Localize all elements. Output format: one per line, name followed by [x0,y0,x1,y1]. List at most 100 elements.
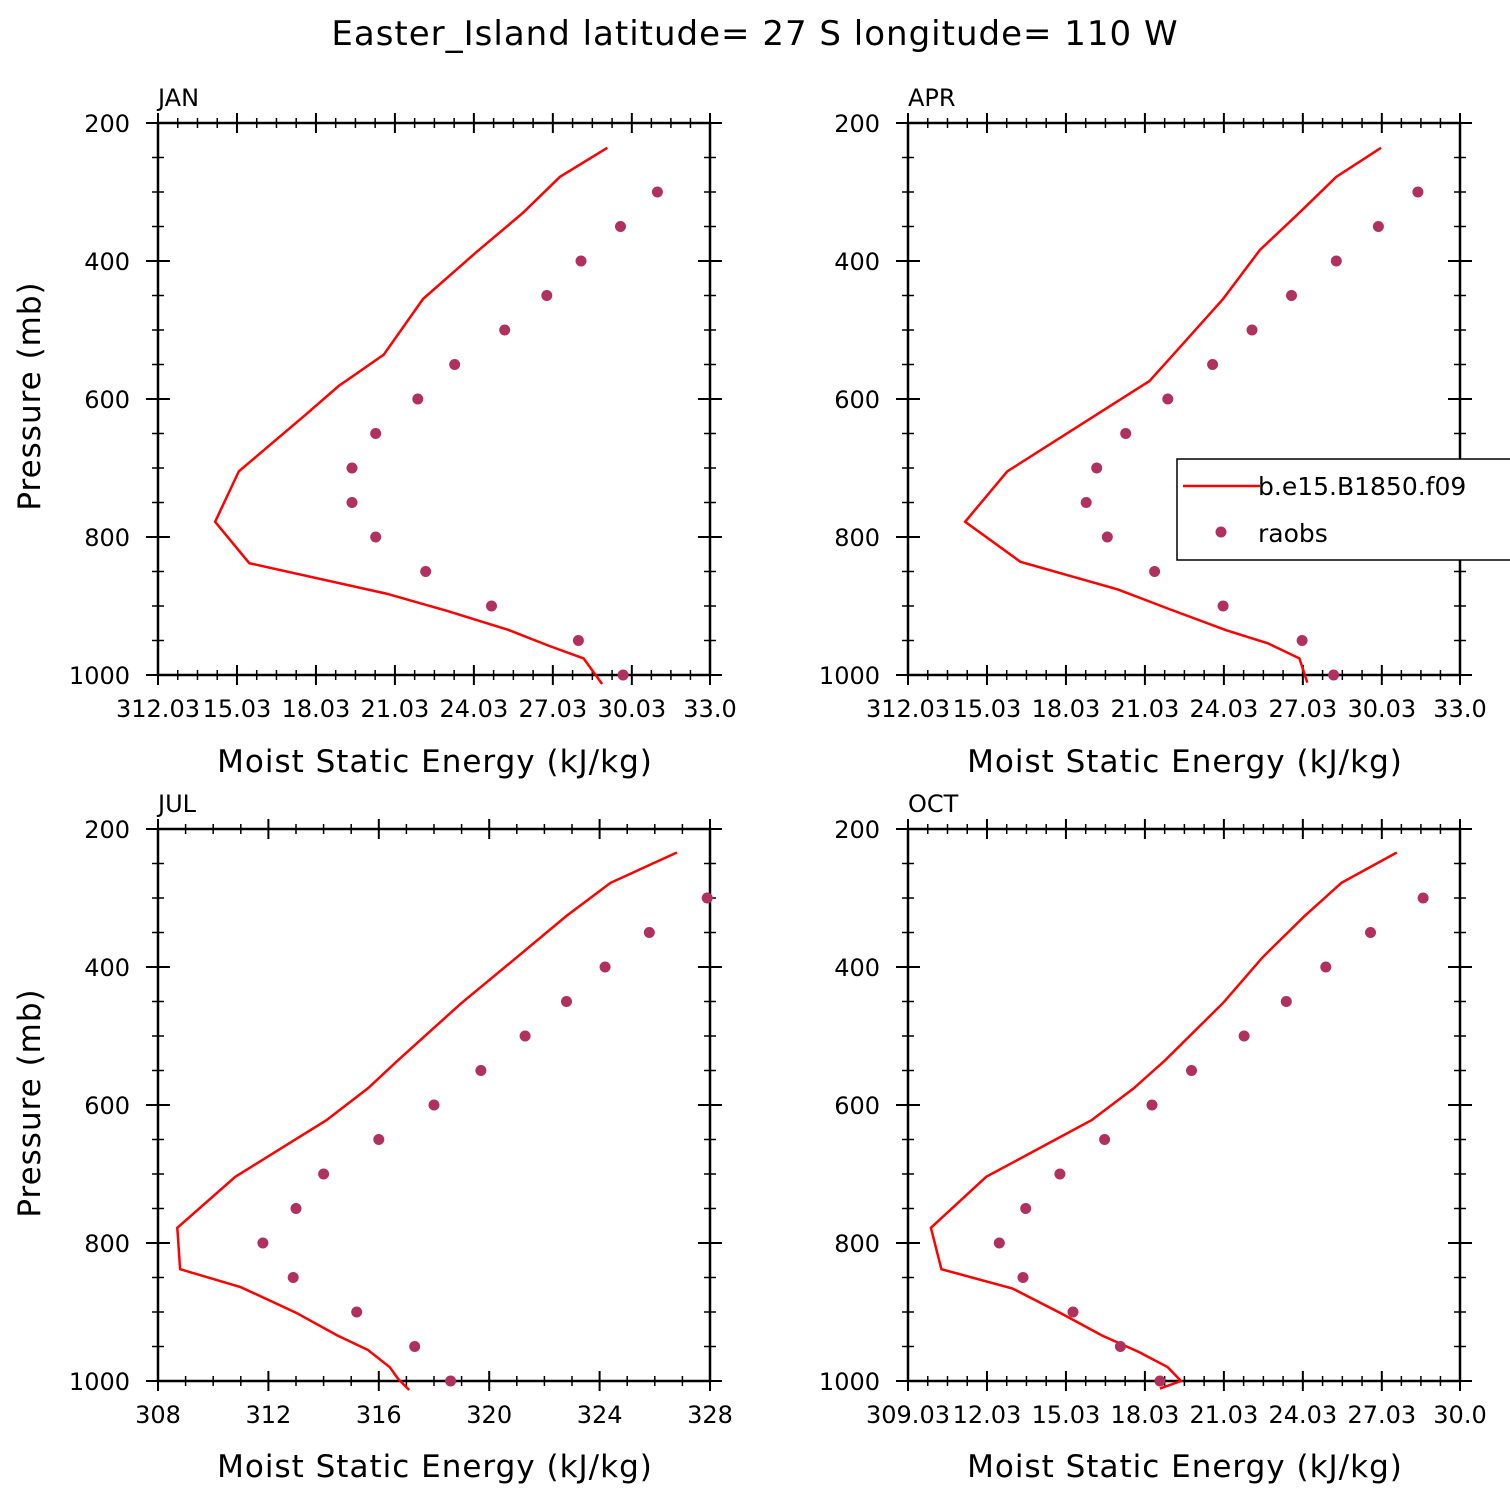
data-point-raobs [1101,531,1113,543]
y-tick-label: 1000 [69,662,130,690]
panel-oct: OCT Moist Static Energy (kJ/kg) 309.03 12… [819,790,1487,1485]
y-tick-label: 400 [84,954,130,982]
data-point-raobs [346,497,358,508]
y-tick-label: 1000 [819,1368,880,1396]
plot-frame [906,121,1462,677]
data-point-raobs [346,462,358,474]
legend-dot-marker [1215,526,1227,538]
data-point-raobs [290,1203,302,1214]
data-point-raobs [701,892,713,904]
data-point-raobs [1207,359,1219,370]
legend-label-obs: raobs [1258,519,1328,548]
x-tick-label: 320 [466,1401,512,1429]
data-point-raobs [287,1272,299,1283]
data-point-raobs [1146,1099,1158,1111]
data-point-raobs [318,1168,330,1180]
data-point-raobs [1217,600,1229,612]
x-tick-label: 18.03 [1032,695,1101,723]
data-point-raobs [1054,1168,1066,1180]
x-axis-label: Moist Static Energy (kJ/kg) [217,744,653,780]
series-line-model [176,851,678,1391]
y-tick-label: 400 [84,248,130,276]
data-point-raobs [617,669,629,681]
data-point-raobs [1099,1134,1111,1145]
data-point-raobs [1120,428,1132,439]
y-tick-label: 600 [84,386,130,414]
x-tick-label: 15.03 [953,695,1022,723]
x-tick-label: 30.0 [1433,1401,1486,1429]
series-line-model [929,851,1398,1390]
plot-frame [156,121,712,677]
x-tick-label: 24.03 [1268,1401,1337,1429]
x-axis-label: Moist Static Energy (kJ/kg) [217,1449,653,1485]
data-point-raobs [1186,1065,1197,1076]
figure-title: Easter_Island latitude= 27 S longitude= … [331,14,1178,54]
data-point-raobs [351,1306,363,1318]
y-tick-label: 800 [834,524,880,552]
x-axis-label: Moist Static Energy (kJ/kg) [967,744,1403,780]
x-tick-label: 33.0 [683,695,736,723]
data-point-raobs [1286,290,1297,301]
panel-label: APR [908,84,956,112]
panel-apr: APR Moist Static Energy (kJ/kg) 312.03 15… [819,84,1487,780]
x-tick-label: 12.03 [953,1401,1022,1429]
data-point-raobs [445,1375,457,1387]
x-tick-label: 15.03 [203,695,272,723]
x-tick-label: 308 [135,1401,181,1429]
data-point-raobs [412,393,424,405]
y-axis-label: Pressure (mb) [12,988,48,1217]
data-point-raobs [409,1341,421,1352]
y-axis-label: Pressure (mb) [12,281,48,510]
x-tick-label: 15.03 [1032,1401,1101,1429]
data-point-raobs [575,255,587,267]
data-point-raobs [257,1237,269,1249]
y-tick-label: 200 [834,110,880,138]
x-tick-label: 312.03 [866,695,950,723]
data-point-raobs [651,186,663,198]
x-tick-label: 21.03 [1111,695,1180,723]
y-tick-label: 200 [84,816,130,844]
data-point-raobs [1238,1030,1250,1042]
x-tick-label: 33.0 [1433,695,1486,723]
y-tick-label: 800 [84,1230,130,1258]
x-tick-label: 30.03 [597,695,666,723]
data-point-raobs [373,1134,385,1145]
data-point-raobs [643,927,655,938]
data-point-raobs [1328,669,1340,681]
data-point-raobs [1017,1272,1029,1283]
data-point-raobs [1162,393,1174,405]
data-point-raobs [449,359,461,370]
data-point-raobs [486,600,497,612]
data-point-raobs [1020,1203,1032,1214]
x-tick-label: 324 [577,1401,623,1429]
y-tick-label: 600 [834,386,880,414]
data-point-raobs [1114,1341,1126,1352]
x-tick-label: 27.03 [1268,695,1337,723]
x-tick-label: 312.03 [116,695,200,723]
series-line-model [213,146,608,685]
series-line-model [963,146,1382,683]
x-tick-label: 24.03 [440,695,509,723]
data-point-raobs [1296,635,1308,646]
data-point-raobs [1080,497,1092,508]
data-point-raobs [1365,927,1376,938]
data-point-raobs [561,996,572,1007]
x-tick-label: 328 [687,1401,733,1429]
y-tick-label: 800 [834,1230,880,1258]
x-tick-label: 24.03 [1190,695,1259,723]
data-point-raobs [1412,186,1424,198]
data-point-raobs [1067,1306,1079,1318]
x-tick-label: 312 [245,1401,291,1429]
data-point-raobs [1372,221,1384,232]
x-tick-label: 21.03 [361,695,430,723]
data-point-raobs [475,1065,487,1076]
data-point-raobs [420,566,432,577]
data-point-raobs [519,1030,531,1042]
legend: b.e15.B1850.f09 raobs [1176,458,1510,561]
data-point-raobs [1154,1375,1166,1387]
y-tick-label: 800 [84,524,130,552]
data-point-raobs [1280,996,1292,1007]
data-point-raobs [572,635,584,646]
x-tick-label: 316 [356,1401,402,1429]
data-point-raobs [1149,566,1161,577]
